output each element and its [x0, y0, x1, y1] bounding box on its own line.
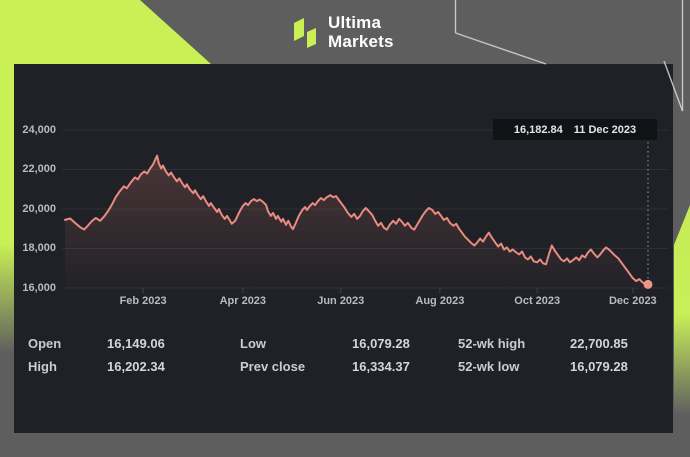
stat-low-value: 16,079.28: [352, 336, 410, 351]
stat-high-label: High: [28, 359, 57, 374]
x-axis-label: Aug 2023: [415, 295, 465, 307]
price-area-fill: [65, 155, 648, 296]
ultima-markets-logo-icon: [294, 18, 316, 48]
stat-prev-close-label: Prev close: [240, 359, 306, 374]
brand-name: Ultima Markets: [328, 14, 394, 51]
brand-logo: Ultima Markets: [293, 13, 394, 53]
y-axis-label: 24,000: [22, 123, 56, 136]
x-axis-label: Feb 2023: [119, 295, 167, 307]
x-axis-label: Dec 2023: [608, 295, 657, 307]
deco-green-left-strip: [0, 64, 14, 354]
brand-name-line2: Markets: [328, 32, 394, 51]
stat-prev-close-value: 16,334.37: [352, 359, 410, 374]
price-chart[interactable]: [14, 64, 673, 433]
chart-plot-area[interactable]: [62, 120, 668, 296]
deco-green-triangle: [0, 0, 211, 64]
y-axis-label: 16,000: [22, 281, 56, 294]
stat-52wk-high-value: 22,700.85: [570, 336, 628, 351]
x-axis-label: Apr 2023: [219, 295, 267, 307]
last-price-marker: [643, 279, 653, 289]
crosshair-tooltip: 16,182.84 11 Dec 2023: [493, 119, 657, 140]
x-axis-label: Oct 2023: [514, 295, 561, 307]
stat-52wk-low-label: 52-wk low: [458, 359, 520, 374]
y-axis-label: 20,000: [22, 202, 56, 215]
y-axis-label: 18,000: [22, 242, 56, 254]
stat-open-label: Open: [28, 336, 62, 351]
price-line: [64, 154, 649, 286]
stat-high-value: 16,202.34: [107, 359, 165, 374]
crosshair-price: 16,182.84: [513, 123, 563, 136]
x-axis-label: Jun 2023: [317, 295, 365, 307]
y-axis-label: 22,000: [22, 163, 56, 175]
crosshair-date: 11 Dec 2023: [573, 123, 637, 136]
stat-open-value: 16,149.06: [107, 336, 165, 351]
stat-52wk-high-label: 52-wk high: [458, 336, 526, 351]
chart-panel: 24,000 22,000 20,000 18,000 16,000 Feb 2023 Ap…: [14, 64, 673, 433]
stat-52wk-low-value: 16,079.28: [570, 359, 628, 374]
deco-green-right-strip: [674, 205, 690, 415]
stat-low-label: Low: [240, 336, 266, 351]
brand-name-line1: Ultima: [328, 13, 382, 33]
